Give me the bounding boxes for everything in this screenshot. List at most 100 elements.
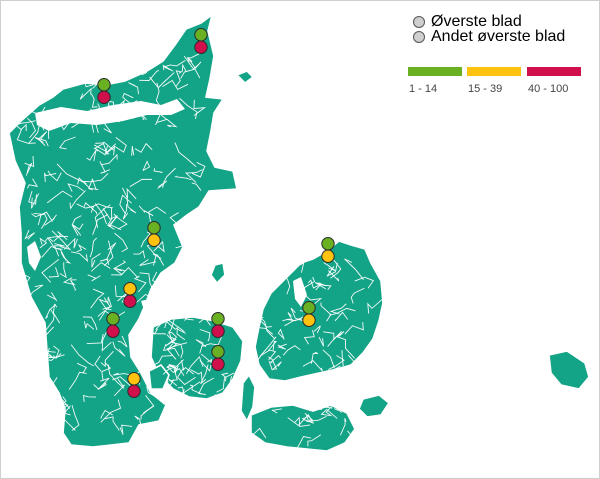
municipality-boundary <box>93 377 110 390</box>
municipality-boundary <box>174 175 192 181</box>
municipality-boundary <box>174 142 197 167</box>
municipality-boundary <box>52 61 70 88</box>
station-marker <box>147 221 161 247</box>
municipality-boundary <box>140 316 152 337</box>
municipality-boundary <box>318 336 324 347</box>
municipality-boundary <box>60 251 72 264</box>
municipality-boundary <box>164 390 177 402</box>
municipality-boundary <box>122 187 137 200</box>
municipality-boundary <box>185 169 203 183</box>
region-samsoe <box>210 262 226 285</box>
municipality-boundary <box>286 250 297 262</box>
municipality-boundary <box>354 276 375 289</box>
municipality-boundary <box>178 63 187 74</box>
municipality-boundary <box>139 259 157 266</box>
municipality-boundary <box>53 243 65 257</box>
municipality-boundary <box>199 328 211 342</box>
municipality-boundary <box>179 97 198 119</box>
municipality-boundary <box>142 160 151 171</box>
municipality-boundary <box>27 117 36 139</box>
municipality-boundary <box>35 412 48 423</box>
municipality-boundary <box>90 203 111 208</box>
municipality-boundary <box>166 364 179 370</box>
municipality-boundary <box>45 309 55 331</box>
municipality-boundary <box>71 405 80 431</box>
region-langeland <box>240 373 256 423</box>
municipality-boundary <box>119 424 133 435</box>
municipality-boundary <box>193 99 207 116</box>
municipality-boundary <box>116 106 134 119</box>
municipality-boundary <box>193 219 218 228</box>
isefjord <box>293 277 307 307</box>
municipality-boundary <box>214 393 230 401</box>
municipality-boundaries <box>11 51 391 455</box>
municipality-boundary <box>330 259 342 279</box>
municipality-boundary <box>27 361 51 382</box>
municipality-boundary <box>114 232 129 253</box>
municipality-boundary <box>140 51 148 63</box>
municipality-boundary <box>122 92 134 106</box>
municipality-boundary <box>148 206 167 223</box>
municipality-boundary <box>164 318 185 333</box>
municipality-boundary <box>179 300 193 307</box>
municipality-boundary <box>87 274 101 282</box>
municipality-boundary <box>46 190 73 204</box>
municipality-boundary <box>63 237 78 250</box>
municipality-boundary <box>45 414 54 426</box>
municipality-boundary <box>48 125 53 139</box>
municipality-boundary <box>34 137 49 147</box>
municipality-boundary <box>100 350 114 368</box>
municipality-boundary <box>91 93 98 108</box>
municipality-boundary <box>198 377 215 395</box>
municipality-boundary <box>16 274 31 298</box>
municipality-boundary <box>315 284 332 291</box>
municipality-boundary <box>94 206 113 229</box>
legend-label-high: 40 - 100 <box>528 83 569 95</box>
municipality-boundary <box>97 297 111 317</box>
municipality-boundary <box>268 340 278 351</box>
municipality-boundary <box>198 315 211 326</box>
legend-leaf-top-label: Øverste blad <box>431 13 522 30</box>
municipality-boundary <box>118 99 127 109</box>
municipality-boundary <box>279 231 298 256</box>
leaf-second-marker <box>97 90 111 104</box>
municipality-boundary <box>58 136 76 150</box>
municipality-boundary <box>27 178 39 189</box>
municipality-boundary <box>76 203 95 213</box>
municipality-boundary <box>131 145 135 156</box>
municipality-boundary <box>97 65 110 80</box>
municipality-boundary <box>21 77 35 87</box>
municipality-boundary <box>329 307 356 316</box>
municipality-boundary <box>340 430 354 447</box>
municipality-boundary <box>83 202 98 215</box>
municipality-boundary <box>104 416 120 431</box>
municipality-boundary <box>287 312 303 322</box>
municipality-boundary <box>162 79 189 90</box>
municipality-boundary <box>113 260 127 272</box>
legend-bar-mid <box>467 67 521 76</box>
municipality-boundary <box>43 57 56 69</box>
municipality-boundary <box>175 70 182 87</box>
legend-bar-high <box>527 67 581 76</box>
municipality-boundary <box>310 351 319 364</box>
municipality-boundary <box>27 284 44 299</box>
municipality-boundary <box>44 237 63 250</box>
leaf-top-marker <box>211 345 225 359</box>
municipality-boundary <box>370 258 391 283</box>
municipality-boundary <box>114 377 125 397</box>
municipality-boundary <box>102 296 112 310</box>
municipality-boundary <box>58 412 76 431</box>
municipality-boundary <box>101 362 112 381</box>
municipality-boundary <box>140 59 153 76</box>
municipality-boundary <box>153 240 165 253</box>
municipality-boundary <box>181 381 201 395</box>
station-marker <box>302 301 316 327</box>
municipality-boundary <box>110 63 122 71</box>
municipality-boundary <box>136 108 147 120</box>
municipality-boundary <box>101 64 110 78</box>
municipality-boundary <box>282 318 295 327</box>
municipality-boundary <box>122 204 129 220</box>
station-marker <box>123 282 137 308</box>
municipality-boundary <box>25 162 33 176</box>
municipality-boundary <box>277 343 287 350</box>
